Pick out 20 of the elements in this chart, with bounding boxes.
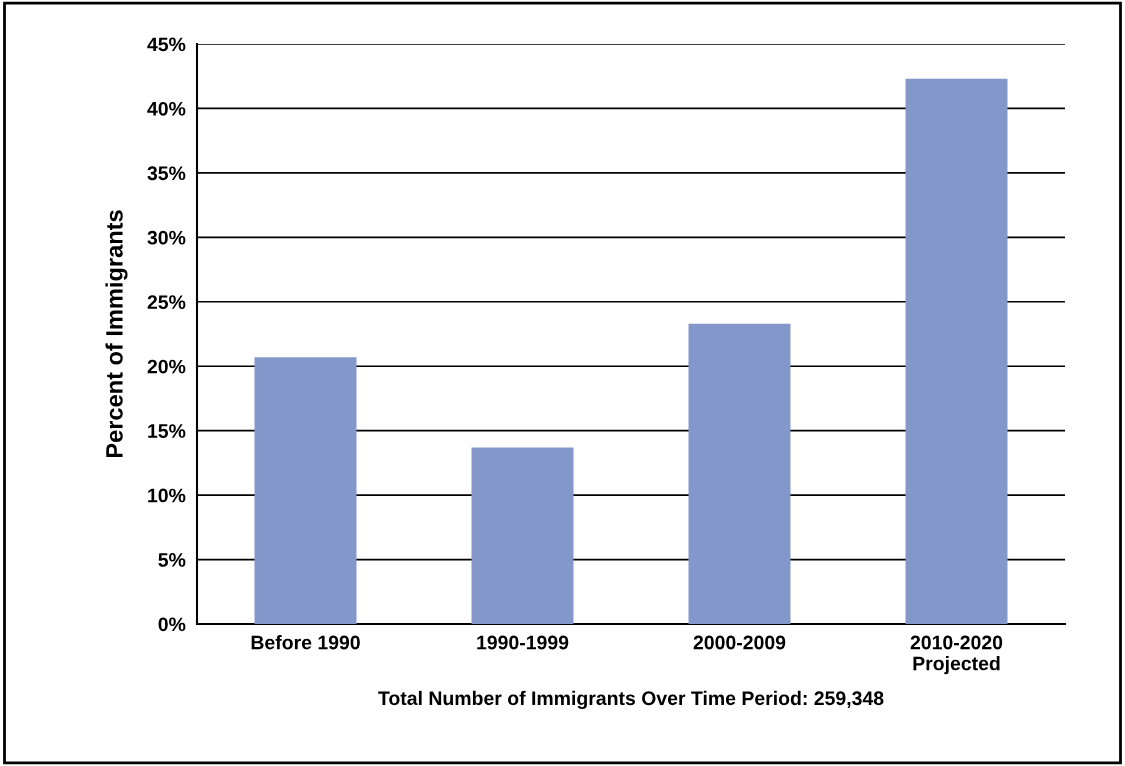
x-tick-label: 2000-2009 — [693, 635, 786, 650]
bar — [254, 357, 357, 624]
x-axis-title: Total Number of Immigrants Over Time Period: 259,348 — [378, 690, 884, 710]
y-tick-label: 20% — [147, 359, 186, 374]
bar — [471, 447, 574, 624]
y-tick-label: 0% — [158, 617, 186, 632]
y-tick-label: 45% — [147, 37, 186, 52]
y-tick-label: 30% — [147, 230, 186, 245]
y-tick-label: 35% — [147, 166, 186, 181]
x-tick-label: 1990-1999 — [477, 635, 569, 650]
x-tick-label: Before 1990 — [251, 635, 360, 650]
y-tick-label: 25% — [147, 295, 186, 310]
y-tick-label: 10% — [148, 488, 186, 503]
y-axis-title: Percent of Immigrants — [105, 210, 128, 458]
y-tick-label: 40% — [147, 101, 186, 116]
y-tick-label: 5% — [158, 553, 186, 567]
bar — [688, 323, 791, 624]
bar — [905, 78, 1008, 624]
x-tick-label: 2010-2020 Projected — [910, 635, 1003, 675]
y-tick-label: 15% — [148, 424, 186, 438]
